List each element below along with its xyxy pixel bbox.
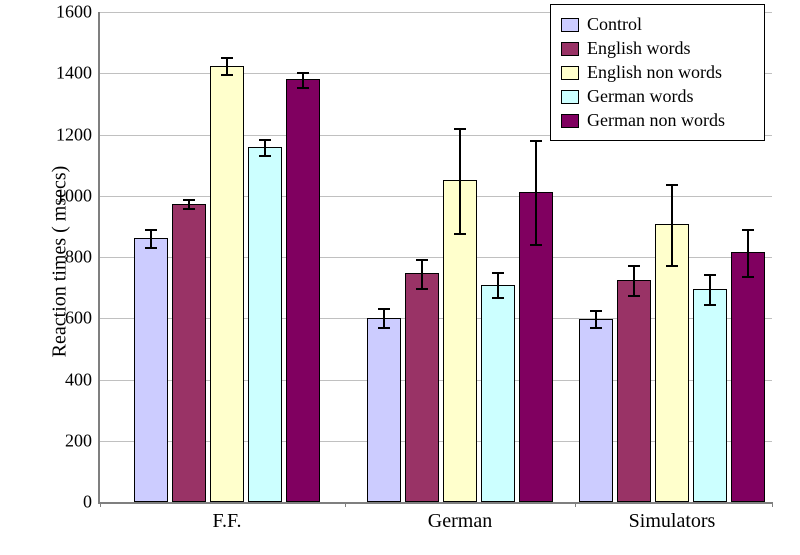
x-axis-tick bbox=[575, 502, 576, 507]
x-tick-label: German bbox=[428, 502, 492, 533]
error-bar bbox=[383, 308, 385, 326]
error-cap bbox=[259, 139, 271, 141]
legend-item: German words bbox=[561, 86, 754, 107]
legend-label: German non words bbox=[587, 110, 725, 131]
y-tick-label: 600 bbox=[65, 308, 100, 329]
legend-swatch bbox=[561, 90, 579, 104]
error-bar bbox=[150, 229, 152, 247]
x-tick-label: F.F. bbox=[212, 502, 241, 533]
bar bbox=[481, 285, 515, 502]
error-cap bbox=[530, 244, 542, 246]
legend-item: English words bbox=[561, 38, 754, 59]
bar bbox=[286, 79, 320, 502]
error-bar bbox=[671, 184, 673, 265]
error-cap bbox=[183, 208, 195, 210]
legend-swatch bbox=[561, 42, 579, 56]
y-tick-label: 1000 bbox=[56, 185, 100, 206]
y-tick-label: 1400 bbox=[56, 63, 100, 84]
error-bar bbox=[302, 72, 304, 87]
x-axis-tick bbox=[345, 502, 346, 507]
error-bar bbox=[459, 128, 461, 232]
error-cap bbox=[492, 297, 504, 299]
error-cap bbox=[416, 259, 428, 261]
error-cap bbox=[297, 87, 309, 89]
legend-item: Control bbox=[561, 14, 754, 35]
bar bbox=[405, 273, 439, 502]
bar bbox=[617, 280, 651, 502]
error-cap bbox=[666, 265, 678, 267]
bar bbox=[579, 319, 613, 502]
bar bbox=[248, 147, 282, 502]
error-cap bbox=[145, 229, 157, 231]
chart-container: Reaction times ( msecs) 0200400600800100… bbox=[0, 0, 800, 555]
y-tick-label: 200 bbox=[65, 430, 100, 451]
error-cap bbox=[378, 327, 390, 329]
error-cap bbox=[378, 308, 390, 310]
error-bar bbox=[709, 274, 711, 303]
error-bar bbox=[747, 229, 749, 277]
error-cap bbox=[590, 310, 602, 312]
legend-swatch bbox=[561, 114, 579, 128]
error-cap bbox=[590, 327, 602, 329]
bar bbox=[693, 289, 727, 502]
legend-item: German non words bbox=[561, 110, 754, 131]
legend-swatch bbox=[561, 18, 579, 32]
error-cap bbox=[416, 288, 428, 290]
y-tick-label: 0 bbox=[83, 492, 100, 513]
error-cap bbox=[742, 276, 754, 278]
bar bbox=[172, 204, 206, 502]
y-tick-label: 800 bbox=[65, 247, 100, 268]
legend-label: English non words bbox=[587, 62, 722, 83]
error-cap bbox=[704, 304, 716, 306]
error-cap bbox=[454, 128, 466, 130]
error-cap bbox=[628, 265, 640, 267]
bar bbox=[731, 252, 765, 502]
error-bar bbox=[595, 310, 597, 327]
error-cap bbox=[259, 155, 271, 157]
error-cap bbox=[628, 295, 640, 297]
x-axis-tick bbox=[100, 502, 101, 507]
error-cap bbox=[183, 199, 195, 201]
error-cap bbox=[742, 229, 754, 231]
error-bar bbox=[497, 272, 499, 298]
legend-label: Control bbox=[587, 14, 642, 35]
legend-swatch bbox=[561, 66, 579, 80]
error-bar bbox=[633, 265, 635, 294]
y-tick-label: 1200 bbox=[56, 124, 100, 145]
bar bbox=[134, 238, 168, 502]
error-bar bbox=[226, 57, 228, 74]
legend-label: English words bbox=[587, 38, 691, 59]
y-tick-label: 1600 bbox=[56, 2, 100, 23]
bar bbox=[367, 318, 401, 502]
y-tick-label: 400 bbox=[65, 369, 100, 390]
error-cap bbox=[221, 57, 233, 59]
error-cap bbox=[704, 274, 716, 276]
legend-item: English non words bbox=[561, 62, 754, 83]
bar bbox=[210, 66, 244, 502]
x-axis-tick bbox=[772, 502, 773, 507]
error-bar bbox=[264, 139, 266, 154]
x-tick-label: Simulators bbox=[629, 502, 716, 533]
error-cap bbox=[666, 184, 678, 186]
error-cap bbox=[454, 233, 466, 235]
error-cap bbox=[530, 140, 542, 142]
error-bar bbox=[421, 259, 423, 288]
error-cap bbox=[145, 247, 157, 249]
error-cap bbox=[297, 72, 309, 74]
error-cap bbox=[492, 272, 504, 274]
plot-area: 02004006008001000120014001600F.F.GermanS… bbox=[98, 12, 772, 504]
legend-label: German words bbox=[587, 86, 693, 107]
error-cap bbox=[221, 74, 233, 76]
error-bar bbox=[535, 140, 537, 244]
legend: Control English words English non words Ge… bbox=[550, 4, 765, 141]
